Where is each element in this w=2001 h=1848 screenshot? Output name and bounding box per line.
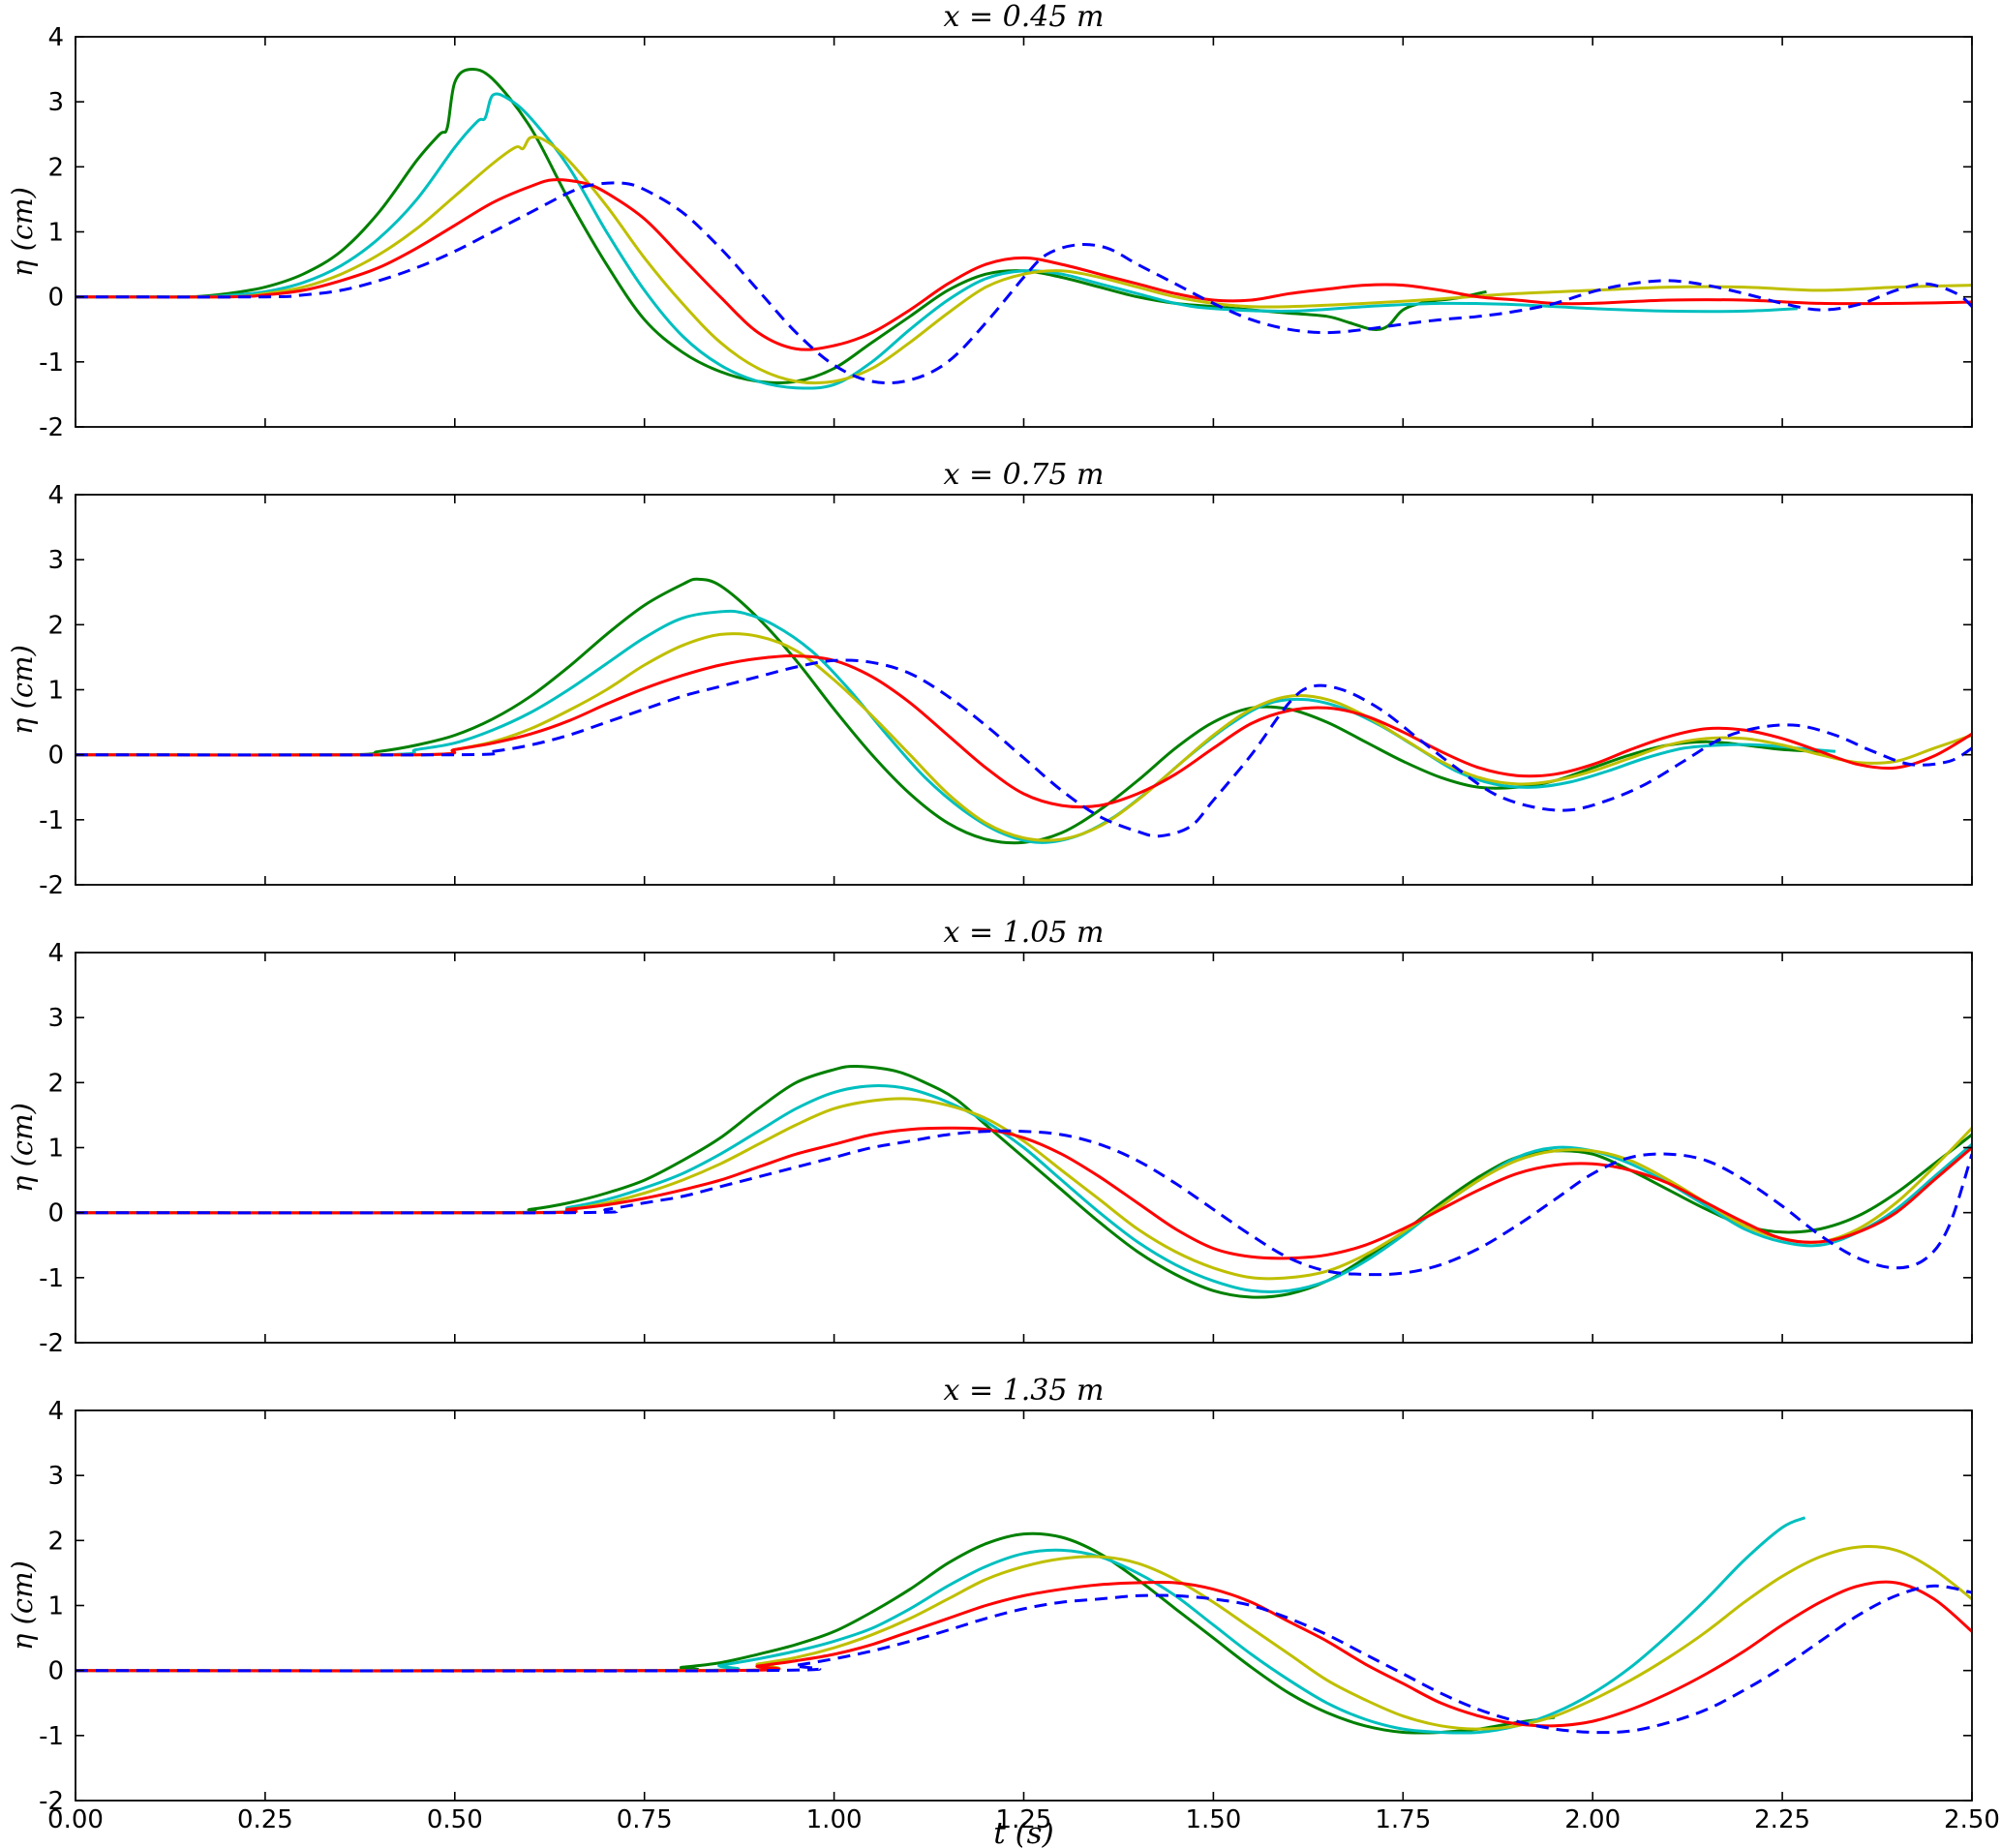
plot-area — [75, 952, 1973, 1344]
series-yellow-solid — [76, 1545, 1972, 1731]
series-blue-dashed — [76, 1584, 1972, 1735]
plot-area — [75, 494, 1973, 886]
series-blue-dashed — [76, 181, 1972, 385]
y-tick-label: 3 — [47, 546, 64, 575]
y-tick-label: -1 — [39, 348, 64, 378]
axes-frame — [75, 494, 1973, 886]
series-cyan-solid — [76, 609, 1836, 844]
x-tick-label: 0.75 — [617, 1805, 673, 1834]
y-tick-label: 2 — [47, 153, 64, 182]
y-tick-label: -1 — [39, 1722, 64, 1751]
subplot-2: -2 -1 0 1 2 3 4 η (cm) — [6, 481, 1973, 900]
x-tick-label: 1.75 — [1375, 1805, 1431, 1834]
series-blue-dashed — [76, 658, 1972, 838]
subplot-3-title: x = 1.05 m — [943, 916, 1105, 950]
y-tick-label: 1 — [47, 1135, 64, 1164]
y-tick-label: 1 — [47, 1592, 64, 1621]
y-tick-label: 3 — [47, 1004, 64, 1033]
y-tick-label: -2 — [39, 871, 64, 900]
series-cyan-solid — [76, 92, 1798, 390]
tick-marks — [75, 1409, 1973, 1802]
plot-area — [75, 36, 1973, 428]
y-tick-label: 3 — [47, 1462, 64, 1491]
series-yellow-solid — [76, 632, 1972, 842]
series-red-solid — [76, 1126, 1972, 1260]
subplot-3: -2 -1 0 1 2 3 4 η (cm) — [6, 939, 1973, 1358]
y-tick-label: 4 — [47, 23, 64, 52]
x-tick-label: 0.25 — [237, 1805, 293, 1834]
y-axis-label: η (cm) — [6, 1103, 39, 1193]
y-axis-label: η (cm) — [6, 645, 39, 735]
tick-marks — [75, 36, 1973, 428]
subplot-2-title: x = 0.75 m — [943, 458, 1105, 492]
series-cyan-solid — [76, 1084, 1972, 1293]
y-tick-label: 1 — [47, 677, 64, 706]
x-axis-label: t (s) — [993, 1816, 1054, 1848]
series-red-solid — [76, 654, 1972, 809]
y-axis-label: η (cm) — [6, 187, 39, 277]
plot-area — [75, 1409, 1973, 1802]
subplot-1-title: x = 0.45 m — [943, 0, 1105, 34]
y-tick-label: 1 — [47, 219, 64, 248]
y-tick-label: 2 — [47, 611, 64, 640]
tick-marks — [75, 952, 1973, 1344]
x-tick-label: 2.00 — [1564, 1805, 1621, 1834]
x-tick-label: 2.50 — [1944, 1805, 2000, 1834]
y-tick-label: -2 — [39, 1329, 64, 1358]
x-tick-label: 1.00 — [806, 1805, 863, 1834]
subplot-4-title: x = 1.35 m — [943, 1374, 1105, 1408]
y-tick-label: 4 — [47, 481, 64, 510]
series-red-solid — [76, 1580, 1972, 1728]
y-tick-label: 2 — [47, 1527, 64, 1556]
y-tick-label: 0 — [47, 1199, 64, 1228]
series-green-solid — [76, 1531, 1556, 1735]
tick-marks — [75, 494, 1973, 886]
series-blue-dashed — [76, 1129, 1972, 1277]
y-axis-label: η (cm) — [6, 1560, 39, 1651]
series-cyan-solid — [76, 1516, 1806, 1735]
x-tick-label: 1.25 — [996, 1805, 1052, 1834]
series-yellow-solid — [76, 136, 1972, 385]
y-tick-label: -2 — [39, 413, 64, 442]
y-tick-label: 3 — [47, 88, 64, 117]
y-tick-label: 0 — [47, 742, 64, 771]
x-tick-label: 0.50 — [427, 1805, 483, 1834]
y-tick-label: 0 — [47, 284, 64, 313]
x-tick-label: 0.00 — [47, 1805, 104, 1834]
series-yellow-solid — [76, 1097, 1972, 1281]
axes-frame — [75, 1409, 1973, 1802]
y-tick-label: -1 — [39, 1264, 64, 1293]
y-tick-label: 4 — [47, 939, 64, 968]
series-green-solid — [76, 67, 1487, 384]
series-red-solid — [76, 178, 1972, 351]
y-tick-label: 4 — [47, 1397, 64, 1426]
series-green-solid — [76, 577, 1821, 845]
subplot-4: -2 -1 0 1 2 3 4 η (cm) 0.00 0.25 0.50 0.75 1.00 1.25 1… — [6, 1397, 2000, 1834]
subplot-1: -2 -1 0 1 2 3 4 η (cm) — [6, 23, 1973, 442]
x-tick-label: 2.25 — [1754, 1805, 1810, 1834]
series-green-solid — [76, 1064, 1972, 1299]
y-tick-label: -2 — [39, 1787, 64, 1816]
y-tick-label: 0 — [47, 1657, 64, 1686]
y-tick-label: 2 — [47, 1069, 64, 1098]
x-tick-label: 1.50 — [1185, 1805, 1241, 1834]
y-tick-label: -1 — [39, 806, 64, 835]
